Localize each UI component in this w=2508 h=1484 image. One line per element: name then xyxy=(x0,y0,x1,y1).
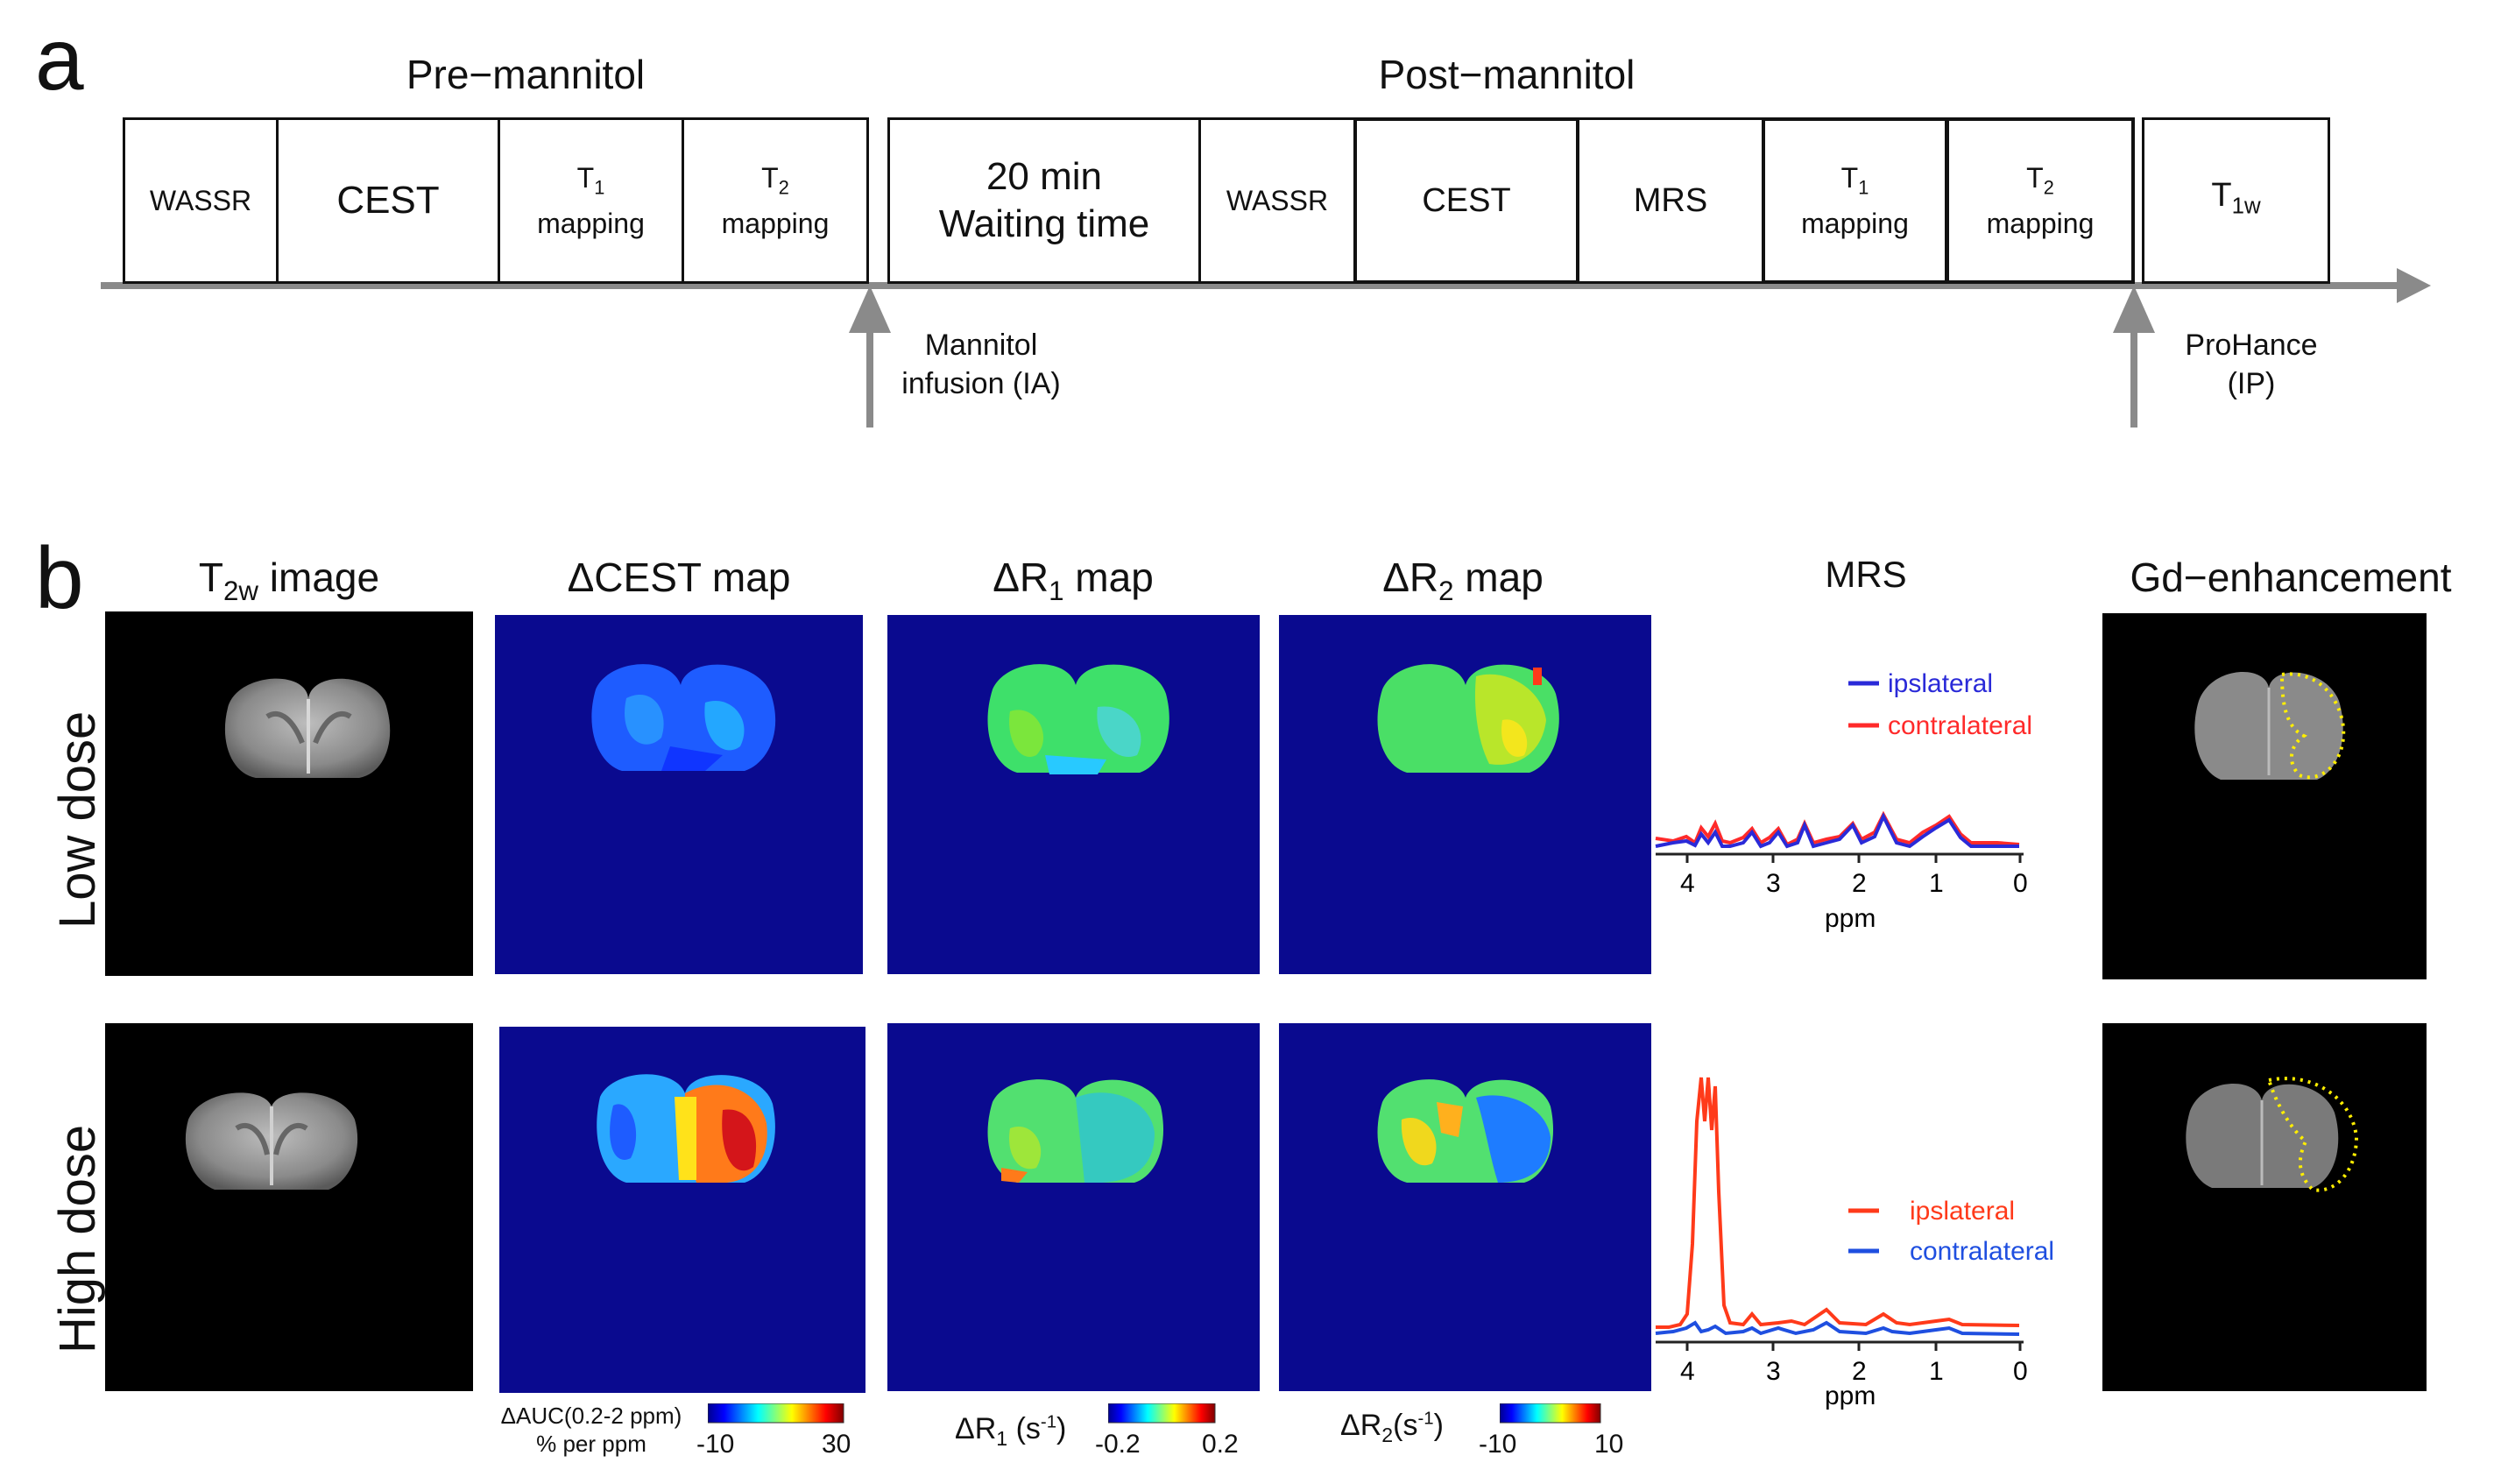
col-title-cest: ΔCEST map xyxy=(567,555,791,600)
r2-colorbar xyxy=(1500,1403,1601,1424)
col-title-r2: ΔR2 map xyxy=(1382,555,1544,607)
mrs-xlabel-high: ppm xyxy=(1825,1382,1876,1410)
t2-letter: T xyxy=(2026,162,2044,194)
mrs-plot-high: ipslateral contralateral 4 3 2 1 0 ppm xyxy=(1655,1077,2054,1410)
mannitol-caption: Mannitol infusion (IA) xyxy=(876,326,1086,403)
cest-cb-min: -10 xyxy=(696,1430,735,1459)
pre-mannitol-label: Pre−mannitol xyxy=(406,52,646,97)
wait-line1: 20 min xyxy=(986,155,1103,198)
wassr-label: WASSR xyxy=(1226,185,1329,216)
tick-4: 4 xyxy=(1680,869,1695,898)
mrs-xlabel-low: ppm xyxy=(1825,904,1876,933)
gd-image-high xyxy=(2102,1023,2427,1391)
wait-line2: Waiting time xyxy=(938,202,1150,245)
t2-mapping-box-pre: T2 mapping xyxy=(682,117,869,284)
t1-letter: T xyxy=(1840,162,1859,194)
t2-sub: 2 xyxy=(2043,176,2054,199)
cest-map-high xyxy=(499,1027,865,1393)
post-mannitol-label: Post−mannitol xyxy=(1378,52,1635,97)
mapping-word: mapping xyxy=(1986,207,2095,239)
cest-box-pre: CEST xyxy=(276,117,500,284)
gd-image-low xyxy=(2102,613,2427,979)
t1w-letter: T xyxy=(2211,176,2232,214)
spectrum-ipsi-low xyxy=(1655,812,2019,849)
t1-sub: 1 xyxy=(1858,176,1869,199)
mannitol-line2: infusion (IA) xyxy=(901,367,1061,400)
cest-colorbar-label: ΔAUC(0.2-2 ppm) % per ppm xyxy=(486,1402,696,1458)
r2-cb-min: -10 xyxy=(1479,1430,1517,1459)
row-label-low: Low dose xyxy=(49,710,106,929)
tick-2: 2 xyxy=(1852,869,1867,898)
tick-0: 0 xyxy=(2013,1357,2028,1386)
r2-colorbar-label: ΔR2(s-1) xyxy=(1340,1409,1444,1446)
r1-cb-max: 0.2 xyxy=(1202,1430,1239,1459)
col-title-r1: ΔR1 map xyxy=(993,555,1154,607)
cest-cb-line2: % per ppm xyxy=(536,1431,646,1457)
r2-cb-max: 10 xyxy=(1594,1430,1624,1459)
mapping-word: mapping xyxy=(1801,207,1909,239)
legend-contra-low: contralateral xyxy=(1888,711,2032,740)
legend-contra-high: contralateral xyxy=(1910,1237,2054,1266)
r1-map-high xyxy=(887,1023,1260,1391)
cest-label: CEST xyxy=(336,179,440,222)
mrs-label: MRS xyxy=(1633,182,1708,219)
t1-sub: 1 xyxy=(594,176,605,199)
cest-cb-max: 30 xyxy=(822,1430,851,1459)
r2-map-low xyxy=(1279,615,1651,974)
t1-mapping-box-pre: T1 mapping xyxy=(498,117,684,284)
spectrum-contra-high xyxy=(1655,1320,2020,1336)
roi-outline-low xyxy=(2279,672,2346,780)
t1-letter: T xyxy=(576,162,595,194)
legend-ipsi-high: ipslateral xyxy=(1910,1197,2015,1226)
waiting-time-box: 20 min Waiting time xyxy=(887,117,1201,284)
col-title-mrs: MRS xyxy=(1825,554,1907,595)
t2-sub: 2 xyxy=(778,176,789,199)
cest-cb-line1: ΔAUC(0.2-2 ppm) xyxy=(500,1403,682,1429)
t2-mapping-box-post: T2 mapping xyxy=(1946,117,2135,284)
mapping-word: mapping xyxy=(537,207,645,239)
panel-label-b: b xyxy=(35,529,84,627)
r1-colorbar xyxy=(1108,1403,1216,1424)
prohance-line2: (IP) xyxy=(2227,367,2276,400)
tick-0: 0 xyxy=(2013,869,2028,898)
r1-colorbar-label: ΔR1 (s-1) xyxy=(955,1412,1067,1450)
t1-mapping-box-post: T1 mapping xyxy=(1762,117,1948,284)
r1-cb-min: -0.2 xyxy=(1095,1430,1141,1459)
cest-label: CEST xyxy=(1422,182,1511,219)
tick-3: 3 xyxy=(1766,869,1781,898)
tick-1: 1 xyxy=(1929,1357,1944,1386)
r2-map-high xyxy=(1279,1023,1651,1391)
panel-label-a: a xyxy=(35,11,84,109)
mapping-word: mapping xyxy=(721,207,830,239)
spectrum-ipsi-high xyxy=(1656,1077,2020,1329)
mrs-box: MRS xyxy=(1577,117,1764,284)
mrs-plot-low: ipslateral contralateral 4 3 2 1 0 ppm xyxy=(1655,669,2032,933)
wassr-label: WASSR xyxy=(149,185,252,216)
tick-3: 3 xyxy=(1766,1357,1781,1386)
row-label-high: High dose xyxy=(49,1124,106,1353)
legend-ipsi-low: ipslateral xyxy=(1888,669,1993,698)
tick-2: 2 xyxy=(1852,1357,1867,1386)
mannitol-line1: Mannitol xyxy=(924,329,1038,362)
col-title-t2w: T2w image xyxy=(198,555,380,607)
t2-letter: T xyxy=(761,162,779,194)
prohance-line1: ProHance xyxy=(2185,329,2318,362)
cest-box-post: CEST xyxy=(1353,117,1579,284)
wassr-box-pre: WASSR xyxy=(123,117,279,284)
t1w-box: T1w xyxy=(2142,117,2330,284)
col-title-gd: Gd−enhancement xyxy=(2130,555,2452,600)
tick-1: 1 xyxy=(1929,869,1944,898)
t1w-sub: 1w xyxy=(2231,194,2261,219)
r1-map-low xyxy=(887,615,1260,974)
t2w-image-high xyxy=(105,1023,473,1391)
prohance-caption: ProHance (IP) xyxy=(2137,326,2365,403)
wassr-box-post: WASSR xyxy=(1198,117,1356,284)
cest-map-low xyxy=(495,615,863,974)
tick-4: 4 xyxy=(1680,1357,1695,1386)
cest-colorbar xyxy=(708,1403,844,1424)
timeline-arrow xyxy=(101,268,2431,428)
t2w-image-low xyxy=(105,611,473,976)
